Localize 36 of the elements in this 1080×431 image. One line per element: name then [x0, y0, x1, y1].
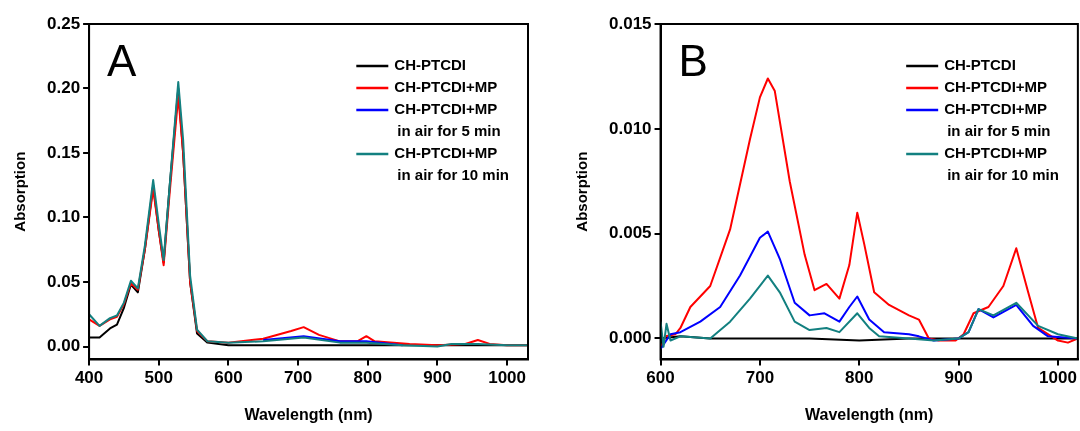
y-axis-title: Absorption — [573, 151, 591, 232]
annotation: B — [678, 36, 708, 86]
x-tick-label: 1000 — [1039, 368, 1077, 388]
legend-label: CH-PTCDI+MP — [944, 78, 1048, 96]
y-tick-label: 0.005 — [608, 223, 652, 243]
x-tick-label: 1000 — [488, 368, 527, 388]
legend-label: CH-PTCDI+MP in air for 5 min — [944, 100, 1051, 140]
y-tick-label: 0.000 — [608, 328, 652, 348]
y-tick-label: 0.010 — [608, 118, 652, 138]
y-axis-title: Absorption — [11, 151, 29, 232]
x-tick-label: 900 — [944, 368, 973, 388]
y-tick-label: 0.20 — [46, 78, 81, 98]
legend-label: CH-PTCDI — [944, 56, 1016, 74]
x-tick-label: 800 — [353, 368, 382, 388]
x-axis-title: Wavelength (nm) — [805, 405, 934, 423]
x-tick-label: 700 — [745, 368, 775, 388]
y-tick-label: 0.25 — [46, 13, 81, 33]
legend-label: CH-PTCDI+MP in air for 10 min — [944, 144, 1059, 184]
x-axis-title: Wavelength (nm) — [244, 405, 373, 423]
legend-label: CH-PTCDI+MP in air for 5 min — [394, 100, 501, 140]
x-tick-label: 400 — [74, 368, 104, 388]
legend-label: CH-PTCDI — [394, 56, 466, 74]
legend-label: CH-PTCDI+MP — [394, 78, 498, 96]
x-tick-label: 500 — [144, 368, 173, 388]
annotation: A — [107, 36, 138, 86]
x-tick-label: 700 — [283, 368, 313, 388]
y-tick-label: 0.10 — [46, 207, 81, 227]
x-tick-label: 900 — [423, 368, 452, 388]
y-tick-label: 0.00 — [46, 336, 81, 356]
y-tick-label: 0.05 — [46, 271, 81, 291]
y-tick-label: 0.15 — [46, 142, 81, 162]
legend-label: CH-PTCDI+MP in air for 10 min — [394, 144, 510, 184]
x-tick-label: 600 — [214, 368, 243, 388]
x-tick-label: 800 — [845, 368, 874, 388]
x-tick-label: 600 — [646, 368, 675, 388]
y-tick-label: 0.015 — [608, 13, 652, 33]
